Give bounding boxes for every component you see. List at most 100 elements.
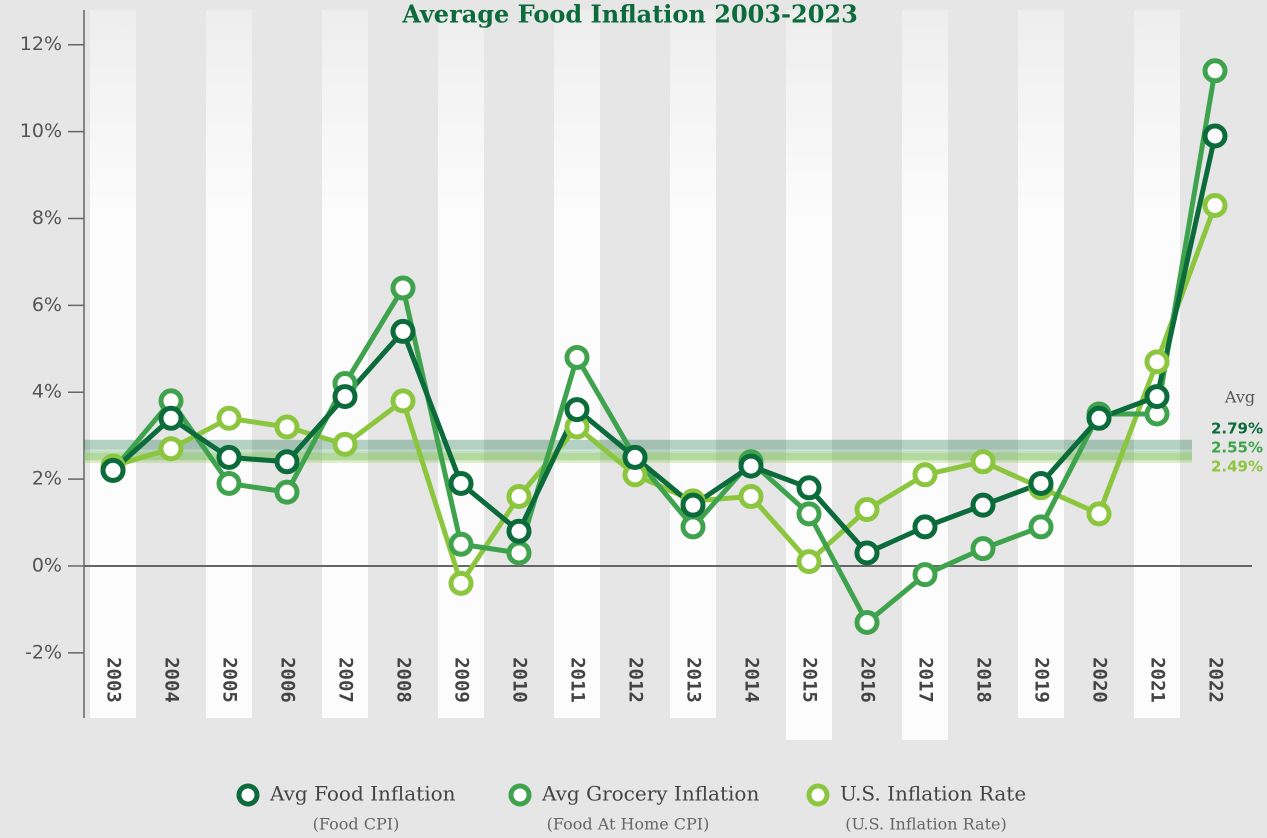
- data-point: [680, 514, 706, 540]
- data-point: [448, 470, 474, 496]
- x-tick-label: 2009: [451, 657, 473, 703]
- data-point: [854, 540, 880, 566]
- x-tick-label: 2015: [799, 657, 821, 703]
- stripe: [322, 10, 368, 718]
- data-point: [1028, 470, 1054, 496]
- x-tick-label: 2007: [335, 657, 357, 703]
- data-point: [970, 449, 996, 475]
- legend-marker: [806, 783, 830, 807]
- legend-label: Avg Food Inflation: [269, 782, 456, 806]
- data-point: [1086, 501, 1112, 527]
- y-tick-label: 4%: [32, 381, 62, 403]
- x-tick-label: 2008: [393, 657, 415, 703]
- average-label: 2.79%: [1211, 420, 1263, 438]
- stripe: [438, 10, 484, 718]
- data-point: [1086, 405, 1112, 431]
- data-point: [448, 570, 474, 596]
- x-tick-label: 2004: [161, 657, 183, 703]
- data-point: [158, 436, 184, 462]
- data-point: [390, 318, 416, 344]
- data-point: [274, 414, 300, 440]
- data-point: [970, 492, 996, 518]
- stripes: [90, 10, 1180, 740]
- y-tick-label: -2%: [25, 641, 62, 663]
- data-point: [506, 483, 532, 509]
- data-point: [622, 444, 648, 470]
- data-point: [448, 531, 474, 557]
- x-tick-label: 2006: [277, 657, 299, 703]
- x-tick-label: 2016: [857, 657, 879, 703]
- data-point: [100, 457, 126, 483]
- x-tick-label: 2013: [683, 657, 705, 703]
- data-point: [390, 388, 416, 414]
- x-tick-label: 2011: [567, 657, 589, 703]
- y-tick-label: 6%: [32, 294, 62, 316]
- data-point: [216, 444, 242, 470]
- data-point: [274, 449, 300, 475]
- stripe: [90, 10, 136, 718]
- data-point: [158, 405, 184, 431]
- data-point: [506, 540, 532, 566]
- data-point: [680, 492, 706, 518]
- stripe: [902, 10, 948, 740]
- stripe: [786, 10, 832, 740]
- data-point: [912, 514, 938, 540]
- data-point: [332, 384, 358, 410]
- legend-label: Avg Grocery Inflation: [541, 782, 759, 806]
- data-point: [564, 344, 590, 370]
- legend-sublabel: (U.S. Inflation Rate): [845, 815, 1006, 834]
- data-point: [216, 405, 242, 431]
- data-point: [912, 462, 938, 488]
- chart-title: Average Food Inflation 2003-2023: [401, 0, 858, 29]
- data-point: [390, 275, 416, 301]
- x-tick-label: 2012: [625, 657, 647, 703]
- stripe: [670, 10, 716, 718]
- average-band: [84, 439, 1192, 450]
- data-point: [216, 470, 242, 496]
- data-point: [1028, 514, 1054, 540]
- y-tick-label: 0%: [32, 554, 62, 576]
- data-point: [796, 475, 822, 501]
- stripe: [206, 10, 252, 718]
- x-tick-label: 2017: [915, 657, 937, 703]
- average-label: 2.49%: [1211, 458, 1263, 476]
- data-point: [854, 609, 880, 635]
- y-tick-label: 12%: [20, 33, 62, 55]
- x-tick-label: 2003: [103, 657, 125, 703]
- legend-label: U.S. Inflation Rate: [840, 782, 1026, 806]
- data-point: [738, 453, 764, 479]
- y-tick-label: 2%: [32, 468, 62, 490]
- x-tick-label: 2005: [219, 657, 241, 703]
- data-point: [1144, 384, 1170, 410]
- average-label: 2.55%: [1211, 439, 1263, 457]
- y-tick-label: 8%: [32, 207, 62, 229]
- data-point: [854, 497, 880, 523]
- legend-marker: [236, 783, 260, 807]
- stripe: [1018, 10, 1064, 718]
- x-tick-label: 2019: [1031, 657, 1053, 703]
- y-tick-label: 10%: [20, 120, 62, 142]
- legend-sublabel: (Food At Home CPI): [547, 815, 710, 834]
- x-tick-label: 2014: [741, 657, 763, 703]
- data-point: [1202, 192, 1228, 218]
- legend-sublabel: (Food CPI): [313, 815, 400, 834]
- data-point: [1202, 58, 1228, 84]
- x-tick-label: 2010: [509, 657, 531, 703]
- x-tick-label: 2021: [1147, 657, 1169, 703]
- data-point: [738, 483, 764, 509]
- data-point: [274, 479, 300, 505]
- data-point: [912, 562, 938, 588]
- data-point: [970, 536, 996, 562]
- data-point: [1144, 349, 1170, 375]
- x-tick-label: 2020: [1089, 657, 1111, 703]
- legend-marker: [508, 783, 532, 807]
- data-point: [564, 397, 590, 423]
- data-point: [506, 518, 532, 544]
- data-point: [1202, 123, 1228, 149]
- data-point: [796, 501, 822, 527]
- x-tick-label: 2018: [973, 657, 995, 703]
- data-point: [332, 431, 358, 457]
- data-point: [796, 549, 822, 575]
- average-title: Avg: [1224, 388, 1255, 407]
